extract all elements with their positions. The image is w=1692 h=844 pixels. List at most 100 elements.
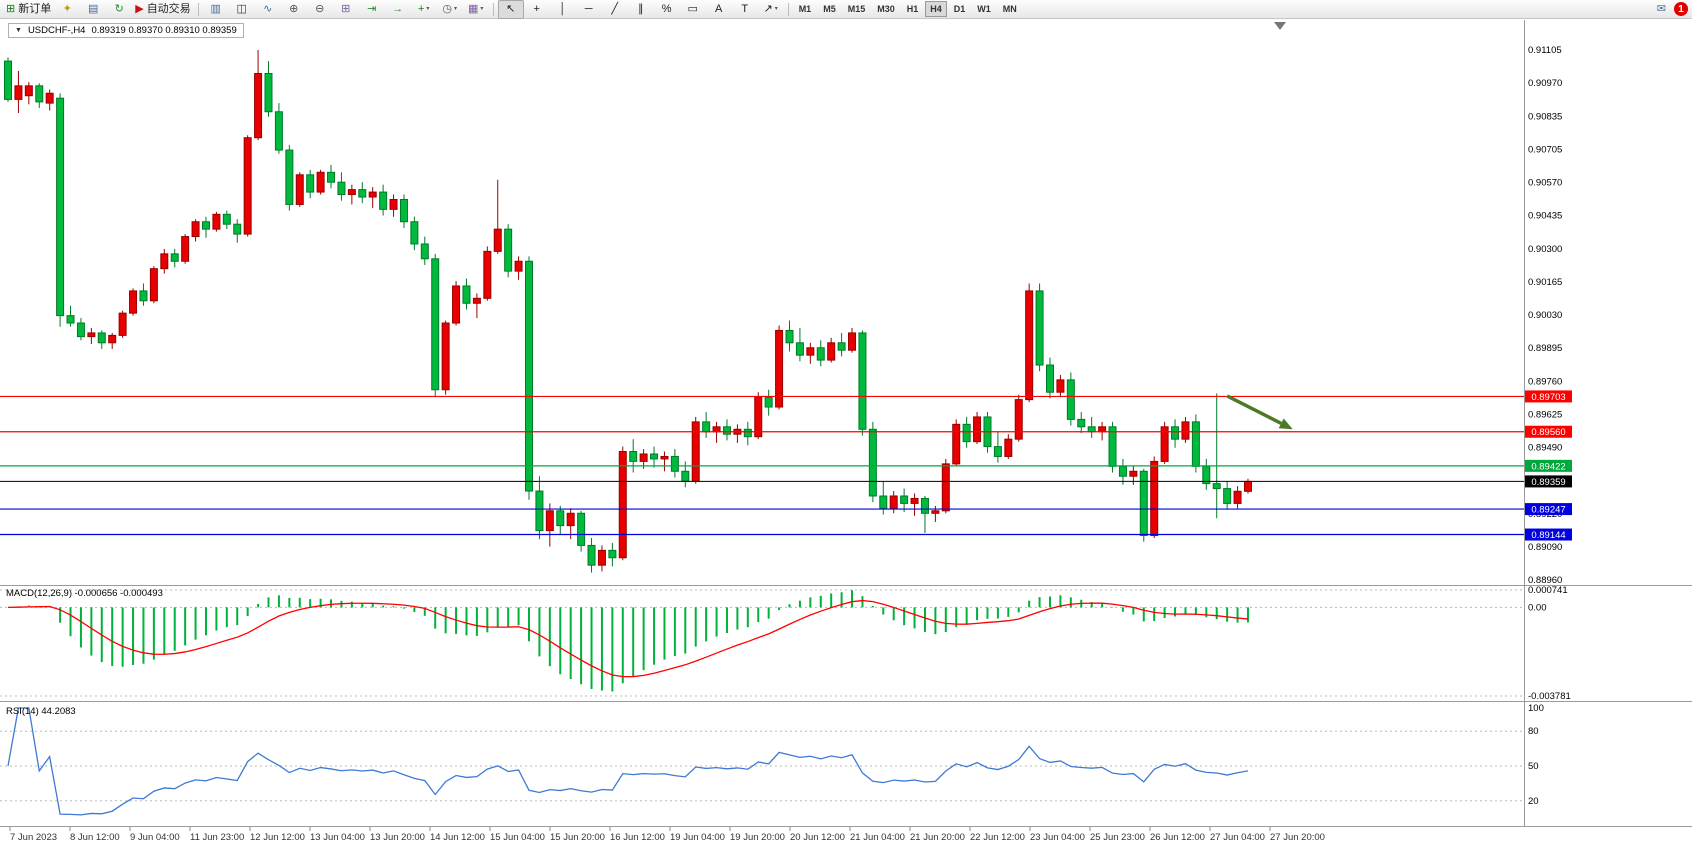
candle-body (535, 490, 544, 532)
candle-body (1223, 488, 1232, 504)
timeframe-button-w1[interactable]: W1 (977, 4, 991, 14)
zoom-out-button[interactable]: ⊖ (307, 0, 333, 19)
macd-axis-label: 0.00 (1528, 602, 1547, 613)
candle-body (56, 97, 65, 317)
candle-body (889, 495, 898, 509)
timeframe-button-h4[interactable]: H4 (925, 1, 947, 17)
line-chart-icon: ∿ (263, 2, 273, 15)
rsi-axis-label: 20 (1528, 796, 1539, 807)
new-order-button[interactable]: ⊞ 新订单 (3, 0, 54, 19)
price-tag-label: 0.89703 (1531, 392, 1565, 403)
auto-scroll-button[interactable]: ⇥ (359, 0, 385, 19)
price-tag (1525, 503, 1572, 516)
time-axis-label: 27 Jun 20:00 (1270, 832, 1325, 843)
candle-body (389, 198, 398, 210)
candle-body (525, 260, 533, 492)
timeframe-button-h1[interactable]: H1 (906, 4, 919, 14)
price-tags: 0.89703 0.89560 0.89422 0.89359 0.89247 0.891… (1525, 390, 1572, 541)
crosshair-button[interactable]: + (524, 0, 550, 19)
candle-body (837, 342, 846, 351)
time-axis-label: 21 Jun 20:00 (910, 832, 965, 843)
vertical-line-button[interactable]: │ (550, 0, 576, 19)
candle-body (566, 512, 575, 527)
price-tag (1525, 528, 1572, 541)
candle-body (931, 510, 940, 514)
timeframe-button-m5[interactable]: M5 (823, 4, 836, 14)
candle-body (410, 221, 419, 245)
chart-window-button[interactable]: ▤ (80, 0, 106, 19)
candle-body (1077, 418, 1086, 428)
rsi-line (7, 707, 1249, 816)
candle-body (973, 416, 982, 443)
timeframe-button-d1[interactable]: D1 (953, 4, 966, 14)
timeframe-button-mn[interactable]: MN (1002, 4, 1017, 14)
horizontal-lines (0, 395, 1524, 536)
arrows-button[interactable]: ↗ ▾ (758, 0, 784, 19)
crosshair-icon: + (533, 2, 540, 15)
indicators-button[interactable]: + ▾ (411, 0, 437, 19)
axes[interactable]: 0.91105 0.90970 0.90835 0.90705 0.90570 0.904… (0, 20, 1692, 843)
tile-windows-button[interactable]: ⊞ (333, 0, 359, 19)
notification-badge[interactable]: 1 (1674, 2, 1688, 16)
bar-chart-button[interactable]: ▥ (203, 0, 229, 19)
macd-axis-label: 0.000741 (1528, 585, 1568, 596)
candle-body (1046, 364, 1054, 393)
time-axis-label: 26 Jun 12:00 (1150, 832, 1205, 843)
line-chart-button[interactable]: ∿ (255, 0, 281, 19)
symbol-dropdown-icon[interactable]: ▼ (15, 27, 22, 34)
chart-title-box[interactable]: ▼ USDCHF-,H4 0.89319 0.89370 0.89310 0.8… (8, 23, 244, 38)
chart-shift-button[interactable]: → (385, 0, 411, 19)
cursor-button[interactable]: ↖ (497, 0, 524, 19)
candle-body (577, 512, 586, 546)
refresh-button[interactable]: ↻ (106, 0, 132, 19)
candle-body (87, 332, 96, 338)
candle-body (848, 332, 857, 351)
time-axis-label: 15 Jun 04:00 (490, 832, 545, 843)
candle-body (681, 470, 690, 482)
macd-series (7, 590, 1249, 692)
candle-body (1004, 438, 1013, 457)
time-axis-label: 19 Jun 20:00 (730, 832, 785, 843)
price-axis-tick: 0.91105 (1528, 45, 1562, 56)
timeframe-button-m1[interactable]: M1 (798, 4, 812, 14)
zoom-out-icon: ⊖ (315, 2, 325, 15)
mail-icon[interactable]: ✉ (1656, 3, 1666, 15)
main-toolbar: ⊞ 新订单 ✦ ▤ ↻ ▶ 自动交易 ▥ ◫ ∿ ⊕ ⊖ ⊞ ⇥ → + ▾ ◷ ▾ ▦ ▾ ↖ + │ ─ ╱ ∥% ▭ A T ↗ ▾ M1… (0, 0, 1692, 19)
bar-chart-icon: ▥ (210, 2, 221, 15)
price-tag (1525, 475, 1572, 488)
candle-body (670, 455, 679, 472)
experts-button[interactable]: ✦ (54, 0, 80, 19)
candle-body (472, 297, 481, 304)
horizontal-line-button[interactable]: ─ (576, 0, 602, 19)
shapes-icon: ▭ (687, 2, 698, 15)
candle-body (441, 322, 450, 391)
text-button[interactable]: A (706, 0, 732, 19)
candle-body (264, 72, 273, 113)
candle-body (1160, 426, 1169, 462)
candle-body (222, 213, 231, 225)
candle-body (45, 92, 54, 104)
shapes-button[interactable]: ▭ (680, 0, 706, 19)
candle-body (816, 347, 825, 361)
candle-body (347, 189, 356, 196)
zoom-in-button[interactable]: ⊕ (281, 0, 307, 19)
timeframe-button-m30[interactable]: M30 (877, 4, 895, 14)
fibonacci-button[interactable]: % (654, 0, 680, 19)
timeframe-button-m15[interactable]: M15 (847, 4, 866, 14)
vertical-line-icon: │ (559, 2, 567, 15)
rsi-axis-label: 50 (1528, 761, 1539, 772)
price-tag-label: 0.89144 (1531, 530, 1565, 541)
autotrading-button[interactable]: ▶ 自动交易 (132, 0, 193, 19)
text-label-button[interactable]: T (732, 0, 758, 19)
templates-button[interactable]: ▦ ▾ (463, 0, 489, 19)
candle-body (420, 243, 429, 260)
candle-body (483, 250, 492, 299)
candlestick-chart-button[interactable]: ◫ (229, 0, 255, 19)
channel-button[interactable]: ∥ (628, 0, 654, 19)
trendline-button[interactable]: ╱ (602, 0, 628, 19)
arrow-annotation[interactable] (1226, 394, 1293, 430)
periods-button[interactable]: ◷ ▾ (437, 0, 463, 19)
candle-body (1066, 379, 1075, 420)
